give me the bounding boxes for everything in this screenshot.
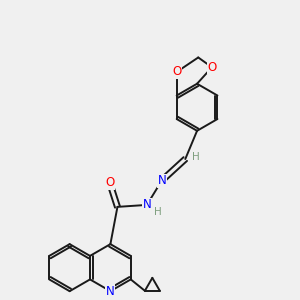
Text: H: H — [154, 207, 162, 217]
Text: H: H — [192, 152, 200, 162]
Text: O: O — [172, 65, 181, 79]
Text: O: O — [207, 61, 217, 74]
Text: N: N — [142, 198, 151, 212]
Text: N: N — [106, 285, 115, 298]
Text: N: N — [158, 174, 166, 187]
Text: O: O — [105, 176, 114, 189]
